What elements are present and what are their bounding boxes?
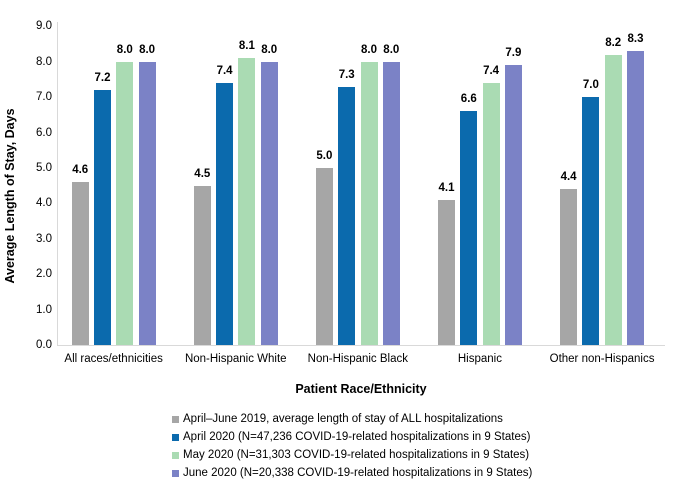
y-tick-label: 3.0 xyxy=(36,232,52,245)
legend-item: April 2020 (N=47,236 COVID-19-related ho… xyxy=(172,428,532,446)
legend-label: April 2020 (N=47,236 COVID-19-related ho… xyxy=(183,431,531,443)
bar-value-label: 7.4 xyxy=(216,65,233,78)
bar-value-label: 7.2 xyxy=(94,72,111,85)
bar xyxy=(482,83,500,345)
y-tick-label: 4.0 xyxy=(36,197,52,210)
bar-value-label: 7.9 xyxy=(505,47,522,60)
x-axis-title: Patient Race/Ethnicity xyxy=(295,382,427,396)
y-tick-label: 2.0 xyxy=(36,268,52,281)
bar xyxy=(604,54,622,345)
legend-label: April–June 2019, average length of stay … xyxy=(183,413,503,425)
y-tick-label: 6.0 xyxy=(36,126,52,139)
bar xyxy=(116,61,134,345)
legend-item: June 2020 (N=20,338 COVID-19-related hos… xyxy=(172,464,532,482)
bar xyxy=(138,61,156,345)
x-axis-line xyxy=(57,345,665,346)
bar-value-label: 8.0 xyxy=(383,43,400,56)
bar-value-label: 4.1 xyxy=(438,181,455,194)
y-tick-label: 9.0 xyxy=(36,20,52,33)
legend-item: April–June 2019, average length of stay … xyxy=(172,410,532,428)
bar-value-label: 8.3 xyxy=(627,33,644,46)
bar-value-label: 8.0 xyxy=(116,43,133,56)
bar-value-label: 8.0 xyxy=(361,43,377,56)
bar xyxy=(382,61,400,345)
bar-value-label: 7.0 xyxy=(582,79,599,92)
y-axis-line xyxy=(57,22,58,345)
bar xyxy=(338,86,356,345)
x-category-label: All races/ethnicities xyxy=(64,353,163,365)
bar xyxy=(560,189,578,345)
bar xyxy=(193,185,211,345)
y-tick-label: 0.0 xyxy=(36,339,52,351)
legend-swatch-icon xyxy=(172,433,179,441)
bar xyxy=(315,168,333,345)
bar-value-label: 8.2 xyxy=(605,36,622,49)
x-category-label: Non-Hispanic Black xyxy=(307,353,409,365)
y-tick-label: 1.0 xyxy=(36,303,52,316)
bar xyxy=(627,51,644,345)
legend-swatch-icon xyxy=(172,469,179,477)
bar xyxy=(582,97,600,345)
x-category-label: Hispanic xyxy=(457,353,502,365)
bar-value-label: 7.4 xyxy=(483,65,500,78)
bar xyxy=(260,61,278,345)
bar xyxy=(460,111,478,345)
bar xyxy=(94,90,111,345)
bar xyxy=(238,58,256,345)
bar xyxy=(360,61,378,345)
legend-label: May 2020 (N=31,303 COVID-19-related hosp… xyxy=(183,449,530,461)
bar-value-label: 8.0 xyxy=(139,43,156,56)
bar xyxy=(504,65,522,345)
bar-value-label: 4.6 xyxy=(72,164,89,177)
bar-value-label: 8.0 xyxy=(261,43,278,56)
legend-item: May 2020 (N=31,303 COVID-19-related hosp… xyxy=(172,446,532,464)
legend-swatch-icon xyxy=(172,451,179,459)
bar-value-label: 8.1 xyxy=(238,40,255,53)
bar xyxy=(71,182,89,345)
bar-value-label: 7.3 xyxy=(338,68,355,81)
y-tick-label: 5.0 xyxy=(36,162,52,174)
bar-value-label: 4.5 xyxy=(194,167,211,180)
bar-value-label: 4.4 xyxy=(560,171,577,184)
legend: April–June 2019, average length of stay … xyxy=(172,410,532,482)
y-tick-label: 8.0 xyxy=(36,55,52,68)
bar-value-label: 6.6 xyxy=(460,93,477,106)
bar xyxy=(438,199,455,345)
bar-value-label: 5.0 xyxy=(316,150,333,162)
legend-label: June 2020 (N=20,338 COVID-19-related hos… xyxy=(183,467,533,479)
x-category-label: Other non-Hispanics xyxy=(549,353,655,365)
bar xyxy=(216,83,234,345)
x-category-label: Non-Hispanic White xyxy=(184,353,287,365)
y-tick-label: 7.0 xyxy=(36,91,52,104)
legend-swatch-icon xyxy=(172,415,179,423)
